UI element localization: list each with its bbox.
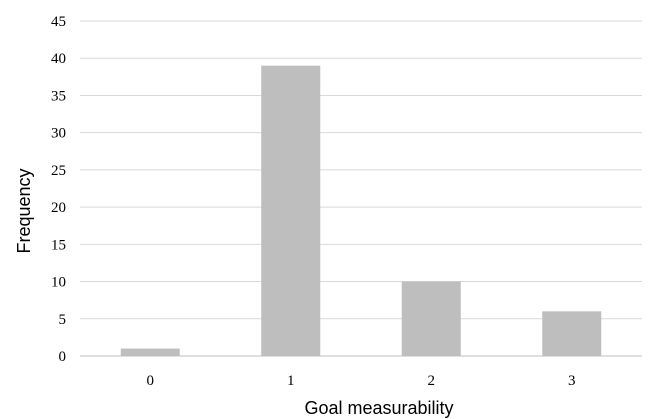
- y-tick-label: 5: [59, 312, 67, 328]
- x-tick-label: 0: [147, 373, 155, 389]
- y-tick-label: 40: [51, 51, 66, 67]
- y-tick-labels: 0 5 10 15 20 25 30 35 40 45: [51, 14, 66, 365]
- y-tick-label: 10: [51, 275, 66, 291]
- y-tick-label: 20: [51, 200, 66, 216]
- x-axis-title: Goal measurability: [304, 398, 453, 418]
- bar-3: [542, 311, 602, 356]
- x-tick-labels: 0 1 2 3: [147, 373, 576, 389]
- y-tick-label: 45: [51, 14, 66, 30]
- y-axis-title: Frequency: [14, 168, 34, 253]
- gridlines: [80, 20, 642, 320]
- x-tick-label: 1: [287, 373, 295, 389]
- y-tick-label: 15: [51, 237, 66, 253]
- bar-1: [261, 65, 321, 357]
- y-tick-label: 30: [51, 126, 66, 142]
- y-tick-label: 0: [59, 349, 67, 365]
- y-tick-label: 25: [51, 163, 66, 179]
- x-tick-label: 2: [428, 373, 436, 389]
- bars: [120, 65, 602, 357]
- bar-2: [401, 281, 461, 356]
- y-tick-label: 35: [51, 88, 66, 104]
- bar-0: [120, 348, 180, 356]
- x-tick-label: 3: [568, 373, 576, 389]
